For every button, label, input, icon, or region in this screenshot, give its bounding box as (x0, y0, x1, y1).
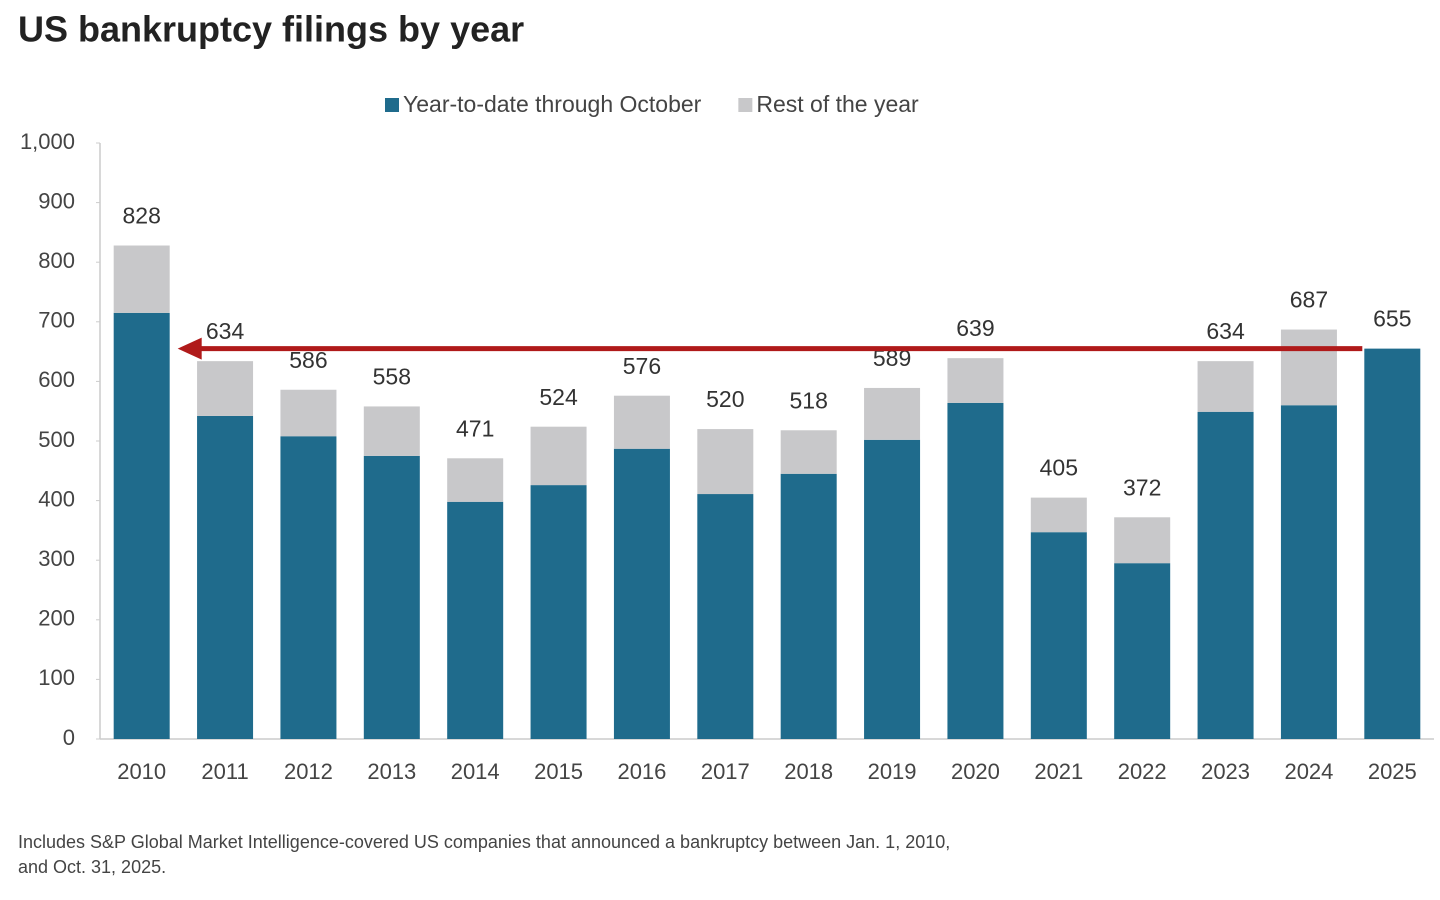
bar-segment (1030, 532, 1087, 739)
bar-segment (530, 426, 587, 486)
bar-segment (447, 458, 504, 502)
footnote: and Oct. 31, 2025. (18, 857, 166, 877)
total-label: 520 (706, 386, 744, 412)
total-label: 558 (373, 364, 411, 390)
bar-segment (780, 430, 837, 474)
total-label: 586 (289, 347, 327, 373)
arrow-head (177, 337, 202, 360)
bar-segment (947, 402, 1004, 739)
y-tick-label: 700 (38, 308, 75, 333)
y-tick-label: 100 (38, 665, 75, 690)
bar-segment (1280, 329, 1337, 406)
y-tick-label: 400 (38, 486, 75, 511)
total-label: 372 (1123, 474, 1161, 500)
x-tick-label: 2022 (1118, 759, 1167, 784)
x-tick-label: 2015 (534, 759, 583, 784)
x-tick-label: 2025 (1368, 759, 1417, 784)
bar-segment (613, 448, 670, 739)
bar-segment (1030, 497, 1087, 533)
bar-segment (697, 494, 754, 739)
bar-segment (780, 473, 837, 739)
bar-segment (363, 455, 420, 739)
x-tick-label: 2021 (1034, 759, 1083, 784)
total-label: 471 (456, 415, 494, 441)
y-tick-label: 300 (38, 546, 75, 571)
bar-segment (530, 485, 587, 739)
bar-segment (113, 312, 170, 739)
bar-segment (697, 429, 754, 495)
bar-segment (197, 415, 254, 739)
x-tick-label: 2016 (617, 759, 666, 784)
y-tick-label: 500 (38, 427, 75, 452)
total-label: 655 (1373, 306, 1411, 332)
y-tick-label: 0 (63, 725, 75, 750)
bar-segment (1197, 361, 1254, 412)
y-tick-label: 900 (38, 188, 75, 213)
y-tick-label: 1,000 (20, 129, 75, 154)
bar-segment (1364, 348, 1421, 739)
total-label: 634 (206, 318, 245, 344)
legend-label: Rest of the year (756, 91, 919, 117)
total-label: 524 (539, 384, 578, 410)
y-tick-label: 800 (38, 248, 75, 273)
footnote: Includes S&P Global Market Intelligence-… (18, 832, 950, 852)
x-tick-label: 2010 (117, 759, 166, 784)
bar-segment (864, 439, 921, 739)
x-tick-label: 2018 (784, 759, 833, 784)
total-label: 518 (790, 387, 828, 413)
total-label: 639 (956, 315, 994, 341)
x-tick-label: 2023 (1201, 759, 1250, 784)
total-label: 828 (123, 203, 161, 229)
bar-segment (280, 389, 337, 437)
y-tick-label: 200 (38, 606, 75, 631)
x-tick-label: 2024 (1284, 759, 1333, 784)
bar-segment (363, 406, 420, 456)
legend-swatch (738, 98, 753, 112)
bar-segment (113, 245, 170, 313)
x-tick-label: 2012 (284, 759, 333, 784)
total-label: 576 (623, 353, 661, 379)
x-tick-label: 2019 (868, 759, 917, 784)
bar-segment (1114, 563, 1171, 739)
x-tick-label: 2014 (451, 759, 500, 784)
bar-segment (864, 387, 921, 440)
x-tick-label: 2013 (367, 759, 416, 784)
bar-segment (1197, 411, 1254, 739)
legend-label: Year-to-date through October (403, 91, 702, 117)
x-tick-label: 2011 (201, 759, 248, 784)
legend-swatch (385, 98, 399, 112)
bar-segment (280, 436, 337, 739)
bar-segment (197, 361, 254, 416)
total-label: 405 (1040, 455, 1078, 481)
bar-segment (613, 395, 670, 449)
bar-segment (947, 358, 1004, 403)
x-tick-label: 2017 (701, 759, 750, 784)
y-tick-label: 600 (38, 367, 75, 392)
total-label: 687 (1290, 287, 1328, 313)
chart-title: US bankruptcy filings by year (18, 9, 524, 50)
x-tick-label: 2020 (951, 759, 1000, 784)
bar-segment (1114, 517, 1171, 564)
total-label: 634 (1206, 318, 1245, 344)
bar-segment (1280, 405, 1337, 739)
bar-segment (447, 501, 504, 739)
